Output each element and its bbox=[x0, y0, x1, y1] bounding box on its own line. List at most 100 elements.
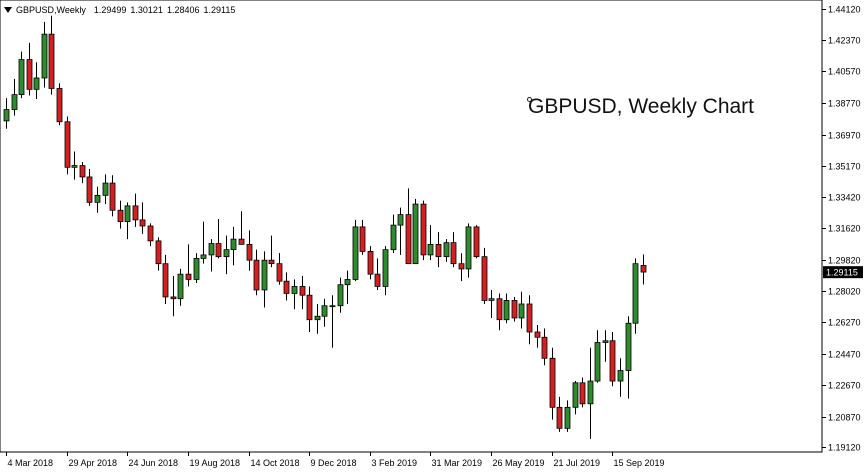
high-value: 1.30121 bbox=[130, 5, 163, 15]
candle bbox=[56, 83, 63, 126]
x-tick-label: 24 Jun 2018 bbox=[129, 458, 179, 468]
candle bbox=[155, 237, 162, 271]
candle-body-bear bbox=[511, 300, 518, 319]
candle bbox=[26, 42, 33, 96]
candle bbox=[117, 200, 124, 229]
candle-body-bear bbox=[481, 256, 488, 301]
candle-body-bull bbox=[572, 382, 579, 408]
candle-body-bull bbox=[443, 242, 450, 258]
y-tick-label: 1.22670 bbox=[828, 381, 861, 391]
candle bbox=[450, 232, 457, 268]
candle-body-bear bbox=[79, 165, 86, 178]
open-value: 1.29499 bbox=[93, 5, 127, 15]
candle bbox=[352, 219, 359, 282]
candle bbox=[556, 396, 563, 432]
candle bbox=[374, 258, 381, 290]
price-tag-bg bbox=[823, 266, 863, 279]
candle bbox=[299, 275, 306, 310]
candle bbox=[443, 239, 450, 262]
candle-body-bull bbox=[11, 94, 18, 110]
candle-body-bear bbox=[170, 296, 177, 300]
candle bbox=[306, 286, 313, 332]
y-tick-label: 1.42370 bbox=[828, 36, 861, 46]
candle bbox=[94, 186, 101, 213]
candle bbox=[534, 324, 541, 348]
candle-body-bull bbox=[223, 249, 230, 258]
y-tick-label: 1.19120 bbox=[828, 443, 861, 453]
candle bbox=[640, 254, 647, 285]
candle bbox=[208, 239, 215, 272]
y-tick-label: 1.24470 bbox=[828, 350, 861, 360]
candle-body-bull bbox=[337, 284, 344, 307]
candle bbox=[481, 247, 488, 304]
candle bbox=[215, 218, 222, 259]
anchor-dot-icon[interactable] bbox=[527, 97, 532, 102]
candle bbox=[435, 232, 442, 268]
candle-body-bull bbox=[208, 243, 215, 256]
candle-body-bull bbox=[352, 226, 359, 280]
low-value: 1.28406 bbox=[166, 5, 200, 15]
candle-body-bull bbox=[71, 165, 78, 168]
candle bbox=[526, 295, 533, 345]
candle-body-bull bbox=[564, 406, 571, 429]
candle bbox=[170, 275, 177, 317]
y-tick-label: 1.44120 bbox=[828, 5, 861, 15]
y-tick-label: 1.38770 bbox=[828, 99, 861, 109]
candle-body-bear bbox=[109, 182, 116, 211]
candle-body-bear bbox=[268, 259, 275, 265]
candle-body-bear bbox=[458, 263, 465, 270]
dropdown-triangle-icon[interactable] bbox=[4, 7, 12, 13]
candle-body-bull bbox=[3, 109, 10, 122]
candle-body-bear bbox=[147, 225, 154, 242]
candle bbox=[632, 258, 639, 334]
candle bbox=[291, 279, 298, 310]
candle-body-bull bbox=[33, 77, 40, 90]
candle bbox=[147, 223, 154, 247]
candle-body-bull bbox=[488, 298, 495, 301]
candle-body-bear bbox=[26, 59, 33, 90]
candle bbox=[602, 330, 609, 362]
candle bbox=[253, 249, 260, 296]
candle-body-bull bbox=[102, 182, 109, 196]
candle-body-bull bbox=[94, 194, 101, 203]
candle-body-bear bbox=[246, 243, 253, 261]
candle bbox=[609, 331, 616, 387]
candle-body-bull bbox=[632, 263, 639, 324]
candle-body-bear bbox=[556, 406, 563, 429]
x-tick-label: 15 Sep 2019 bbox=[614, 458, 665, 468]
candles-layer bbox=[3, 15, 647, 439]
candle bbox=[625, 316, 632, 399]
candle-body-bear bbox=[534, 331, 541, 338]
candle-body-bear bbox=[139, 219, 146, 227]
candle-body-bull bbox=[465, 226, 472, 270]
watermark-text: GBPUSD, Weekly Chart bbox=[528, 95, 755, 118]
candle bbox=[177, 268, 184, 306]
candle-body-bear bbox=[640, 265, 647, 273]
y-tick-label: 1.29820 bbox=[828, 256, 861, 266]
candle-body-bear bbox=[579, 382, 586, 405]
candle-body-bear bbox=[117, 209, 124, 223]
candle bbox=[496, 293, 503, 331]
candle-body-bear bbox=[405, 214, 412, 265]
candle bbox=[238, 211, 245, 245]
x-tick-label: 14 Oct 2018 bbox=[251, 458, 300, 468]
close-value: 1.29115 bbox=[203, 5, 236, 15]
candle-body-bear bbox=[526, 303, 533, 333]
candle bbox=[390, 214, 397, 254]
candle bbox=[518, 291, 525, 329]
candle bbox=[617, 358, 624, 397]
candle bbox=[230, 226, 237, 266]
candle-body-bear bbox=[367, 251, 374, 275]
y-tick-label: 1.40570 bbox=[828, 67, 861, 77]
candle-body-bull bbox=[291, 286, 298, 294]
candle-body-bull bbox=[390, 224, 397, 251]
candle bbox=[337, 277, 344, 313]
candle bbox=[124, 202, 131, 240]
candle-body-bull bbox=[625, 322, 632, 371]
candle-body-bear bbox=[374, 273, 381, 287]
candle-body-bull bbox=[314, 315, 321, 321]
candle bbox=[412, 198, 419, 265]
y-tick-label: 1.36970 bbox=[828, 131, 861, 141]
